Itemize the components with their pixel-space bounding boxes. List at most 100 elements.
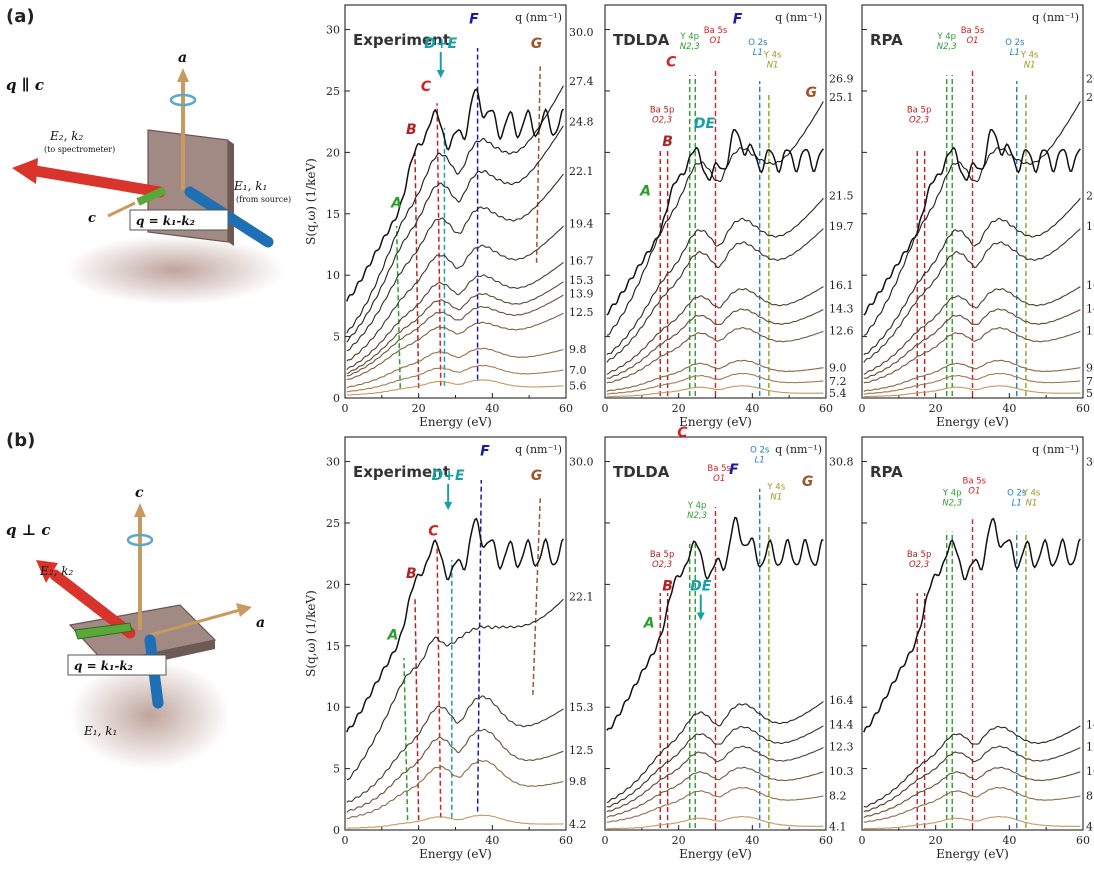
scattered-sublabel: (to spectrometer) <box>44 145 115 154</box>
x-tick-label: 20 <box>672 402 686 415</box>
orbital-label: Y 4s <box>1020 50 1039 60</box>
x-tick-label: 20 <box>412 402 426 415</box>
q-label: 26.9 <box>1086 73 1094 86</box>
q-label: 22.1 <box>569 165 594 178</box>
x-axis-label: Energy (eV) <box>419 847 492 861</box>
spectrum-line <box>606 286 824 375</box>
spectrum-line <box>346 347 564 389</box>
chart-panel-5: 0 20 40 60 Energy (eV) TDLDA q (nm⁻¹) Ba 5pO2,3… <box>602 425 854 861</box>
x-tick-label: 60 <box>559 402 573 415</box>
orbital-label: O 2s <box>1005 38 1025 48</box>
scattered-beam <box>49 569 136 639</box>
up-axis-label: a <box>178 50 187 66</box>
q-label: 10.3 <box>829 765 854 778</box>
feature-dashed-line <box>436 547 442 818</box>
orbital-label: Y 4p <box>687 501 707 511</box>
feature-label: D+E <box>432 468 465 484</box>
y-tick-label: 0 <box>333 392 340 405</box>
x-tick-label: 40 <box>745 402 759 415</box>
orbital-label: Y 4s <box>1022 489 1041 499</box>
x-axis-label: Energy (eV) <box>679 415 752 429</box>
feature-dashed-line <box>395 226 401 389</box>
spectrum-line <box>863 385 1081 398</box>
q-label: 25.1 <box>829 91 854 104</box>
feature-label: F <box>729 462 739 478</box>
q-label: 15.3 <box>569 701 594 714</box>
orbital-label-sub: L1 <box>753 48 763 58</box>
y-axis-label: S(q,ω) (1/keV) <box>304 158 318 245</box>
spectrum-line <box>346 85 564 334</box>
spectrum-line <box>863 816 1081 830</box>
y-tick-label: 30 <box>326 24 340 37</box>
schematic-a: q ∥ c a c E₂, k₂ (to spectrometer) E₁, k… <box>6 50 291 305</box>
x-tick-label: 60 <box>819 834 833 847</box>
legend-title: q (nm⁻¹) <box>1032 11 1079 24</box>
orbital-label: Ba 5p <box>907 550 932 560</box>
x-axis-label: Energy (eV) <box>679 847 752 861</box>
q-box-label: q = k₁-k₂ <box>136 214 195 228</box>
legend-title: q (nm⁻¹) <box>775 443 822 456</box>
x-tick-label: 0 <box>859 834 866 847</box>
rotation-icon <box>126 533 154 547</box>
y-tick-label: 25 <box>326 517 340 530</box>
spectrum-line <box>606 228 824 363</box>
x-tick-label: 60 <box>559 834 573 847</box>
orbital-label-sub: O2,3 <box>652 116 672 126</box>
q-label: 4.1 <box>829 820 847 833</box>
q-label: 16.1 <box>1086 279 1094 292</box>
spectrum-line <box>346 517 564 733</box>
q-label: 12.3 <box>829 740 854 753</box>
q-label: 5.4 <box>1086 387 1094 400</box>
spectrum-line <box>346 294 564 377</box>
y-tick-label: 15 <box>326 208 340 221</box>
spectrum-line <box>346 759 564 820</box>
orbital-label: Y 4p <box>936 32 956 42</box>
spectrum-line <box>346 262 564 370</box>
q-vector <box>74 622 133 640</box>
orbital-label-sub: N2,3 <box>687 511 707 521</box>
q-label: 7.2 <box>829 375 847 388</box>
spectrum-line <box>863 372 1081 395</box>
q-label: 12.3 <box>1086 740 1094 753</box>
orbital-label-sub: N1 <box>1026 499 1038 509</box>
incident-label: E₁, k₁ <box>83 724 117 738</box>
feature-label: C <box>421 79 432 95</box>
q-label: 4.1 <box>1086 820 1094 833</box>
x-axis-label: Energy (eV) <box>419 415 492 429</box>
x-tick-label: 60 <box>1076 402 1090 415</box>
spectrum-line <box>346 312 564 381</box>
incident-label: E₁, k₁ <box>233 179 267 193</box>
scattered-label: E₂, k₂ <box>49 129 83 143</box>
feature-dashed-line <box>532 498 541 695</box>
orbital-label: Ba 5s <box>963 476 987 486</box>
schematic-b: q ⊥ c c a E₂, k₂ E₁, k₁ q = k₁-k₂ <box>6 485 265 770</box>
q-label: 22.1 <box>569 591 594 604</box>
feature-label: C <box>428 523 439 539</box>
y-tick-label: 15 <box>326 640 340 653</box>
a-axis-arrow <box>149 608 241 637</box>
feature-label: G <box>531 468 543 484</box>
y-axis-label: S(q,ω) (1/keV) <box>304 590 318 677</box>
q-label: 16.1 <box>829 279 854 292</box>
plot-frame <box>344 4 567 399</box>
feature-label: A <box>390 196 402 212</box>
orbital-label: Y 4p <box>679 32 699 42</box>
incident-beam <box>184 186 274 248</box>
spectrum-line <box>863 786 1081 823</box>
x-tick-label: 20 <box>412 834 426 847</box>
q-label: 19.4 <box>569 218 594 231</box>
x-tick-label: 40 <box>745 834 759 847</box>
orbital-label-sub: N1 <box>1024 60 1036 70</box>
feature-arrow-head <box>444 501 453 510</box>
q-label: 30.0 <box>569 456 594 469</box>
q-label: 16.4 <box>829 694 854 707</box>
legend-title: q (nm⁻¹) <box>515 443 562 456</box>
spectrum-line <box>346 728 564 813</box>
q-label: 10.3 <box>1086 765 1094 778</box>
spectrum-line <box>606 766 824 818</box>
q-box <box>67 654 167 676</box>
x-tick-label: 40 <box>485 834 499 847</box>
orbital-label: Ba 5p <box>907 106 932 116</box>
x-tick-label: 0 <box>342 402 349 415</box>
orbital-label-sub: L1 <box>1010 48 1020 58</box>
